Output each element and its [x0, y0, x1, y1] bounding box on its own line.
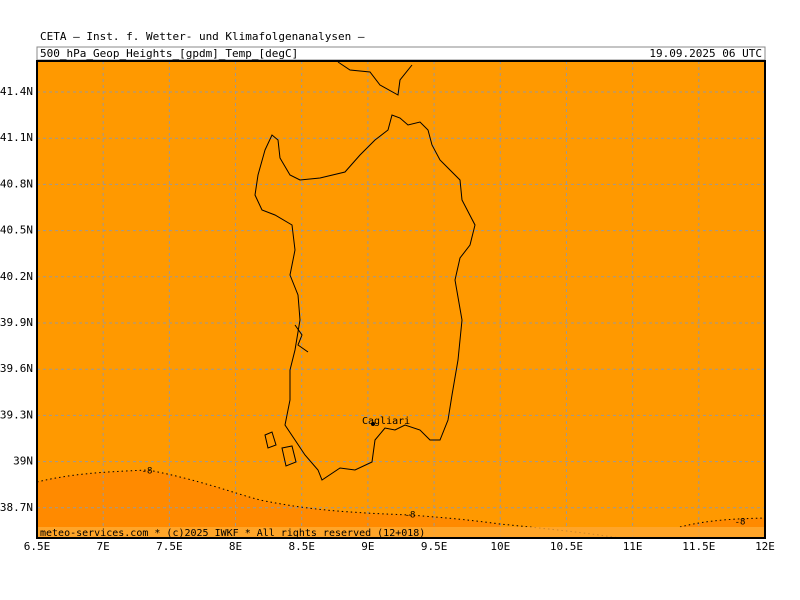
lon-label: 12E: [755, 540, 775, 553]
coastline-corsica: [337, 61, 413, 96]
city-marker: [371, 422, 375, 426]
graticule: [37, 61, 765, 538]
lon-label: 7.5E: [156, 540, 183, 553]
header-title: CETA — Inst. f. Wetter- und Klimafolgena…: [40, 30, 365, 43]
temperature-field: [37, 61, 765, 538]
cold-region: [680, 518, 765, 527]
lat-label: 39.9N: [0, 316, 33, 329]
isotherm-label: -8: [405, 511, 416, 521]
coastline-gulf: [294, 324, 309, 353]
lat-label: 39.3N: [0, 408, 33, 421]
footer-text: meteo-services.com * (c)2025 IWKF * All …: [40, 528, 425, 539]
lon-label: 9E: [361, 540, 374, 553]
lat-label: 41.4N: [0, 85, 33, 98]
cold-region: [37, 470, 500, 527]
map-frame: [36, 60, 766, 539]
lon-label: 8E: [229, 540, 242, 553]
lat-label: 39N: [13, 455, 33, 468]
lat-label: 40.8N: [0, 177, 33, 190]
field-name: 500_hPa_Geop_Heights_[gpdm]_Temp_[degC]: [40, 47, 298, 60]
valid-time: 19.09.2025 06 UTC: [649, 47, 762, 60]
footer-band: [37, 527, 765, 538]
isotherm: [36, 469, 766, 539]
lon-label: 6.5E: [24, 540, 51, 553]
isotherm-label: -8: [735, 518, 746, 528]
coastline-islands: [264, 431, 297, 467]
isotherm-label: -8: [142, 467, 153, 477]
lon-label: 9.5E: [421, 540, 448, 553]
lon-label: 10.5E: [550, 540, 583, 553]
city-label: Cagliari: [362, 416, 410, 427]
lon-label: 7E: [97, 540, 110, 553]
lat-label: 38.7N: [0, 501, 33, 514]
lat-label: 41.1N: [0, 131, 33, 144]
lon-label: 11E: [623, 540, 643, 553]
lat-label: 40.5N: [0, 224, 33, 237]
lon-label: 11.5E: [682, 540, 715, 553]
lon-label: 8.5E: [288, 540, 315, 553]
lon-label: 10E: [490, 540, 510, 553]
lat-label: 40.2N: [0, 270, 33, 283]
lat-label: 39.6N: [0, 362, 33, 375]
